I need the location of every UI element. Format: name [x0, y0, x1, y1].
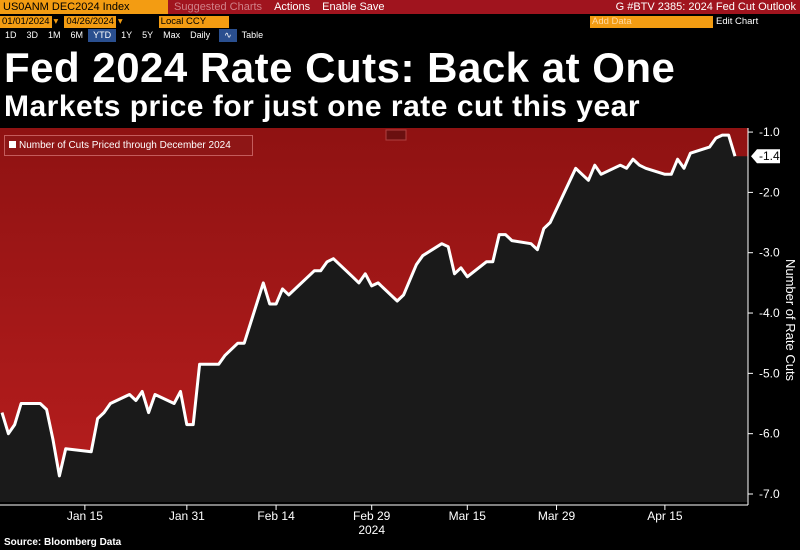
x-tick-label: Mar 15: [449, 509, 487, 523]
x-tick-label: Mar 29: [538, 509, 576, 523]
enable-save-label: Enable Save: [322, 1, 385, 13]
range-bar: 1D 3D 1M 6M YTD 1Y 5Y Max Daily ∿ Table: [0, 29, 800, 42]
range-button[interactable]: 1Y: [121, 30, 133, 40]
x-tick-label: Feb 14: [257, 509, 295, 523]
x-tick-label: Jan 31: [169, 509, 205, 523]
y-tick-label: -4.0: [759, 306, 780, 320]
y-axis-title: Number of Rate Cuts: [783, 259, 798, 382]
currency-select[interactable]: Local CCY: [158, 15, 229, 28]
source-note: Source: Bloomberg Data: [4, 537, 122, 548]
range-button[interactable]: 1M: [48, 30, 61, 40]
area-fill-above: [0, 128, 748, 476]
date-range-bar: 01/01/2024 ▾ 04/26/2024 ▾ Local CCY Add …: [0, 15, 800, 28]
x-axis-label: 2024: [358, 523, 385, 537]
range-button[interactable]: 5Y: [142, 30, 154, 40]
chart-title: Fed 2024 Rate Cuts: Back at One: [4, 44, 676, 91]
range-button[interactable]: 1D: [5, 30, 17, 40]
end-date-icon[interactable]: ▾: [117, 16, 123, 27]
edit-chart-label: Edit Chart: [716, 16, 759, 27]
legend-box[interactable]: Number of Cuts Priced through December 2…: [4, 135, 253, 156]
bloomberg-toolbar: US0ANM DEC2024 Index Suggested Charts Ac…: [0, 0, 800, 14]
y-tick-label: -1.0: [759, 125, 780, 139]
suggested-charts-button[interactable]: Suggested Charts: [168, 0, 268, 14]
x-tick-label: Feb 29: [353, 509, 391, 523]
range-button[interactable]: 3D: [26, 30, 39, 40]
actions-label: Actions: [274, 1, 311, 13]
y-tick-label: -2.0: [759, 185, 780, 199]
chart-subtitle: Markets price for just one rate cut this…: [4, 90, 641, 123]
series-line: [0, 133, 737, 478]
y-tick-label: -7.0: [759, 487, 780, 501]
range-button[interactable]: Max: [163, 30, 181, 40]
last-value-marker: [751, 149, 780, 164]
frequency-select[interactable]: Daily: [190, 30, 211, 40]
last-value-label: -1.4: [759, 149, 780, 163]
y-tick-label: -3.0: [759, 246, 780, 260]
edit-chart-button[interactable]: Edit Chart: [716, 15, 758, 28]
legend-toggle-icon: [385, 129, 407, 141]
y-tick-label: -6.0: [759, 427, 780, 441]
x-tick-label: Jan 15: [67, 509, 103, 523]
line-chart-icon[interactable]: ∿: [219, 29, 237, 42]
ticker-field[interactable]: US0ANM DEC2024 Index: [0, 0, 168, 14]
start-date-icon[interactable]: ▾: [53, 16, 59, 27]
chart-id: G #BTV 2385: 2024 Fed Cut Outlook: [615, 1, 796, 13]
y-tick-label: -5.0: [759, 366, 780, 380]
end-date-field[interactable]: 04/26/2024: [64, 15, 116, 28]
table-button[interactable]: Table: [241, 30, 264, 40]
range-button-selected[interactable]: YTD: [88, 29, 117, 42]
legend-label: Number of Cuts Priced through December 2…: [19, 140, 231, 151]
actions-menu[interactable]: Actions: [268, 0, 316, 14]
x-tick-label: Apr 15: [647, 509, 683, 523]
start-date-field[interactable]: 01/01/2024: [0, 15, 52, 28]
suggested-charts-label: Suggested Charts: [174, 1, 263, 13]
enable-save-button[interactable]: Enable Save: [316, 0, 390, 14]
legend-swatch: [9, 141, 16, 148]
range-button[interactable]: 6M: [70, 30, 84, 40]
add-data-input[interactable]: Add Data: [590, 15, 713, 28]
